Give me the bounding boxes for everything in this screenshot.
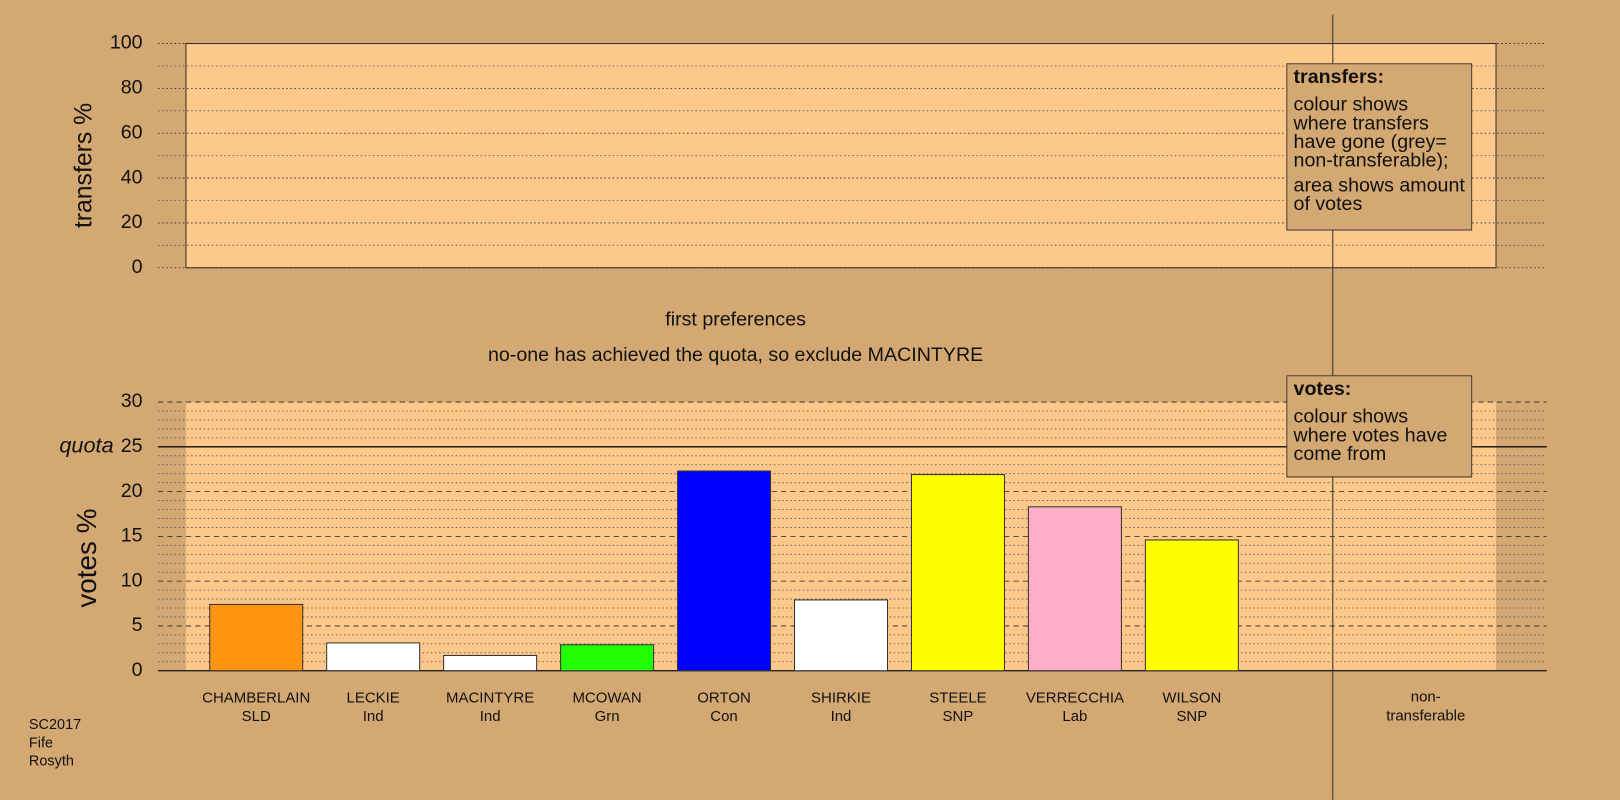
chart-title: first preferences: [665, 309, 806, 331]
y-tick-label: 0: [132, 659, 143, 681]
y-tick-label: 25: [121, 435, 143, 457]
bar: [1027, 506, 1122, 672]
legend-text: colour shows where transfers have gone (…: [1293, 94, 1449, 172]
x-tick-label: SHIRKIE: [811, 690, 871, 707]
x-tick-label: ORTON: [697, 690, 751, 707]
party-label: Con: [710, 708, 737, 725]
party-label: Grn: [595, 708, 620, 725]
legend-box: votes: colour shows where votes have come…: [1286, 375, 1473, 478]
bar: [560, 644, 655, 672]
party-label: Ind: [480, 708, 501, 725]
y-tick-label: 80: [121, 77, 143, 99]
y-tick-label: 100: [110, 32, 143, 54]
party-label: Ind: [831, 708, 852, 725]
legend-title: votes:: [1293, 378, 1352, 400]
extra-category-label: non-transferable: [1386, 689, 1466, 725]
y-tick-label: 15: [121, 525, 143, 547]
bar: [910, 474, 1005, 672]
bar: [443, 654, 538, 672]
party-label: SNP: [943, 708, 974, 725]
party-label: SLD: [242, 708, 271, 725]
bar: [677, 470, 772, 672]
footer-text: SC2017: [29, 717, 81, 733]
footer-text: Fife: [29, 735, 53, 751]
y-tick-label: 20: [121, 480, 143, 502]
x-tick-label: LECKIE: [347, 690, 400, 707]
legend-text: colour shows where votes have come from: [1293, 406, 1448, 466]
legend: votes: colour shows where votes have come…: [1286, 375, 1473, 478]
y-tick-label: 30: [121, 390, 143, 412]
party-label: Lab: [1062, 708, 1087, 725]
y-tick-label: 60: [121, 121, 143, 143]
x-tick-label: STEELE: [929, 690, 986, 707]
quota-label: quota: [59, 433, 113, 458]
x-tick-label: VERRECCHIA: [1026, 690, 1124, 707]
legend-box: transfers: colour shows where transfers h…: [1286, 63, 1473, 231]
y-tick-label: 5: [132, 614, 143, 636]
extra-category: non-transferable: [1386, 689, 1466, 725]
y-tick-label: 0: [132, 256, 143, 278]
party-label: SNP: [1176, 708, 1207, 725]
legend: transfers: colour shows where transfers h…: [1286, 63, 1473, 231]
chart-subtitle: no-one has achieved the quota, so exclud…: [488, 344, 983, 366]
bar: [326, 642, 421, 672]
y-axis-label: votes %: [71, 508, 102, 607]
y-tick-label: 10: [121, 569, 143, 591]
bar: [1144, 539, 1239, 672]
x-tick-label: MACINTYRE: [446, 690, 534, 707]
party-label: Ind: [363, 708, 384, 725]
bar: [209, 603, 304, 672]
x-tick-label: MCOWAN: [572, 690, 641, 707]
y-axis-label: transfers %: [70, 103, 97, 228]
footer-text: Rosyth: [29, 753, 74, 769]
y-tick-label: 40: [121, 166, 143, 188]
legend-text: area shows amount of votes: [1293, 174, 1465, 216]
x-tick-label: CHAMBERLAIN: [202, 690, 310, 707]
x-tick-label: WILSON: [1162, 690, 1221, 707]
bar: [793, 599, 889, 672]
y-tick-label: 20: [121, 211, 143, 233]
legend-title: transfers:: [1293, 66, 1385, 88]
